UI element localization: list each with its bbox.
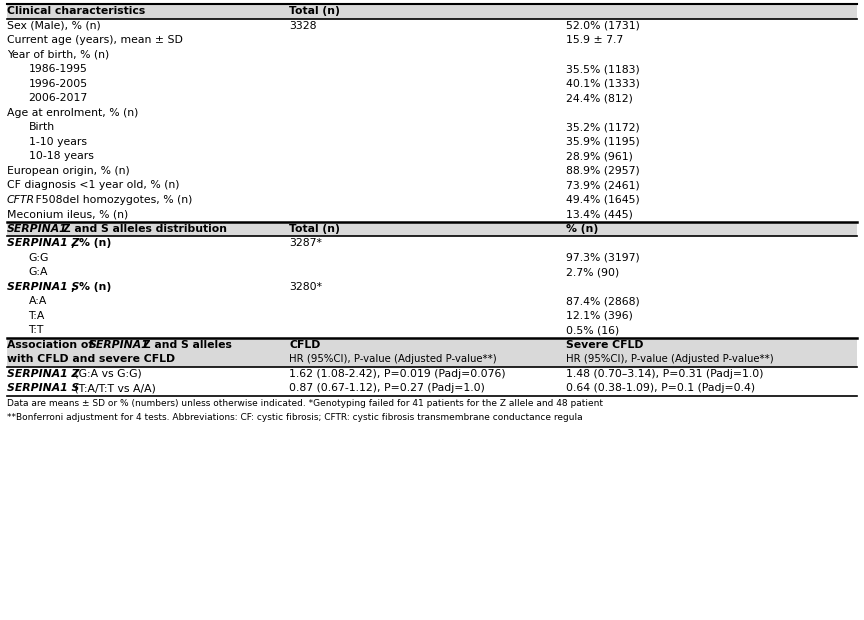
Text: SERPINA1 Z: SERPINA1 Z <box>7 238 79 248</box>
Text: 3328: 3328 <box>289 20 317 31</box>
Text: HR (95%CI), P-value (Adjusted P-value**): HR (95%CI), P-value (Adjusted P-value**) <box>289 353 497 364</box>
Text: 1996-2005: 1996-2005 <box>29 79 87 89</box>
Text: 12.1% (396): 12.1% (396) <box>566 311 632 321</box>
Text: SERPINA1 Z: SERPINA1 Z <box>7 369 79 379</box>
Text: A:A: A:A <box>29 296 47 306</box>
Text: SERPINA1 S: SERPINA1 S <box>7 281 79 292</box>
Text: 2006-2017: 2006-2017 <box>29 93 88 104</box>
Text: Data are means ± SD or % (numbers) unless otherwise indicated. *Genotyping faile: Data are means ± SD or % (numbers) unles… <box>7 399 603 409</box>
Text: T:T: T:T <box>29 326 44 335</box>
Text: 3280*: 3280* <box>289 281 322 292</box>
Text: CF diagnosis <1 year old, % (n): CF diagnosis <1 year old, % (n) <box>7 180 180 190</box>
Text: Total (n): Total (n) <box>289 224 340 234</box>
Text: 10-18 years: 10-18 years <box>29 151 93 161</box>
Text: Z and S alleles distribution: Z and S alleles distribution <box>59 224 227 234</box>
Text: , % (n): , % (n) <box>71 281 111 292</box>
Text: Age at enrolment, % (n): Age at enrolment, % (n) <box>7 108 138 118</box>
Text: Association of: Association of <box>7 340 97 350</box>
Text: 1-10 years: 1-10 years <box>29 137 86 147</box>
Text: 15.9 ± 7.7: 15.9 ± 7.7 <box>566 35 623 45</box>
Text: Severe CFLD: Severe CFLD <box>566 340 644 350</box>
Text: **Bonferroni adjustment for 4 tests. Abbreviations: CF: cystic fibrosis; CFTR: c: **Bonferroni adjustment for 4 tests. Abb… <box>7 412 582 422</box>
Text: 0.64 (0.38-1.09), P=0.1 (Padj=0.4): 0.64 (0.38-1.09), P=0.1 (Padj=0.4) <box>566 383 755 393</box>
Text: 35.2% (1172): 35.2% (1172) <box>566 122 639 132</box>
Text: Current age (years), mean ± SD: Current age (years), mean ± SD <box>7 35 183 45</box>
Text: 0.5% (16): 0.5% (16) <box>566 326 619 335</box>
Text: European origin, % (n): European origin, % (n) <box>7 166 130 175</box>
Bar <box>7 221 857 236</box>
Text: 40.1% (1333): 40.1% (1333) <box>566 79 640 89</box>
Text: 35.9% (1195): 35.9% (1195) <box>566 137 639 147</box>
Text: Clinical characteristics: Clinical characteristics <box>7 6 145 16</box>
Text: Sex (Male), % (n): Sex (Male), % (n) <box>7 20 101 31</box>
Text: F508del homozygotes, % (n): F508del homozygotes, % (n) <box>32 195 193 205</box>
Text: Year of birth, % (n): Year of birth, % (n) <box>7 50 109 60</box>
Text: with CFLD and severe CFLD: with CFLD and severe CFLD <box>7 353 175 364</box>
Text: % (n): % (n) <box>566 224 598 234</box>
Text: SERPINA1 S: SERPINA1 S <box>7 383 79 393</box>
Text: 97.3% (3197): 97.3% (3197) <box>566 253 639 263</box>
Text: SERPINA1: SERPINA1 <box>89 340 149 350</box>
Bar <box>7 4 857 19</box>
Text: 1986-1995: 1986-1995 <box>29 64 87 74</box>
Text: CFLD: CFLD <box>289 340 321 350</box>
Text: Z and S alleles: Z and S alleles <box>139 340 232 350</box>
Text: 49.4% (1645): 49.4% (1645) <box>566 195 639 205</box>
Text: 0.87 (0.67-1.12), P=0.27 (Padj=1.0): 0.87 (0.67-1.12), P=0.27 (Padj=1.0) <box>289 383 486 393</box>
Text: (T:A/T:T vs A/A): (T:A/T:T vs A/A) <box>71 383 156 393</box>
Text: 73.9% (2461): 73.9% (2461) <box>566 180 639 190</box>
Text: SERPINA1: SERPINA1 <box>7 224 67 234</box>
Text: CFTR: CFTR <box>7 195 35 205</box>
Text: 28.9% (961): 28.9% (961) <box>566 151 632 161</box>
Bar <box>7 337 857 366</box>
Text: 35.5% (1183): 35.5% (1183) <box>566 64 639 74</box>
Text: HR (95%CI), P-value (Adjusted P-value**): HR (95%CI), P-value (Adjusted P-value**) <box>566 353 773 364</box>
Text: Birth: Birth <box>29 122 54 132</box>
Text: 24.4% (812): 24.4% (812) <box>566 93 632 104</box>
Text: 2.7% (90): 2.7% (90) <box>566 267 619 277</box>
Text: 1.62 (1.08-2.42), P=0.019 (Padj=0.076): 1.62 (1.08-2.42), P=0.019 (Padj=0.076) <box>289 369 506 379</box>
Text: Meconium ileus, % (n): Meconium ileus, % (n) <box>7 210 128 219</box>
Text: 13.4% (445): 13.4% (445) <box>566 210 632 219</box>
Text: G:G: G:G <box>29 253 49 263</box>
Text: 1.48 (0.70–3.14), P=0.31 (Padj=1.0): 1.48 (0.70–3.14), P=0.31 (Padj=1.0) <box>566 369 764 379</box>
Text: , % (n): , % (n) <box>71 238 111 248</box>
Text: 87.4% (2868): 87.4% (2868) <box>566 296 639 306</box>
Text: T:A: T:A <box>29 311 45 321</box>
Text: G:A: G:A <box>29 267 48 277</box>
Text: Total (n): Total (n) <box>289 6 340 16</box>
Text: 88.9% (2957): 88.9% (2957) <box>566 166 639 175</box>
Text: 52.0% (1731): 52.0% (1731) <box>566 20 640 31</box>
Text: (G:A vs G:G): (G:A vs G:G) <box>71 369 142 379</box>
Text: 3287*: 3287* <box>289 238 322 248</box>
